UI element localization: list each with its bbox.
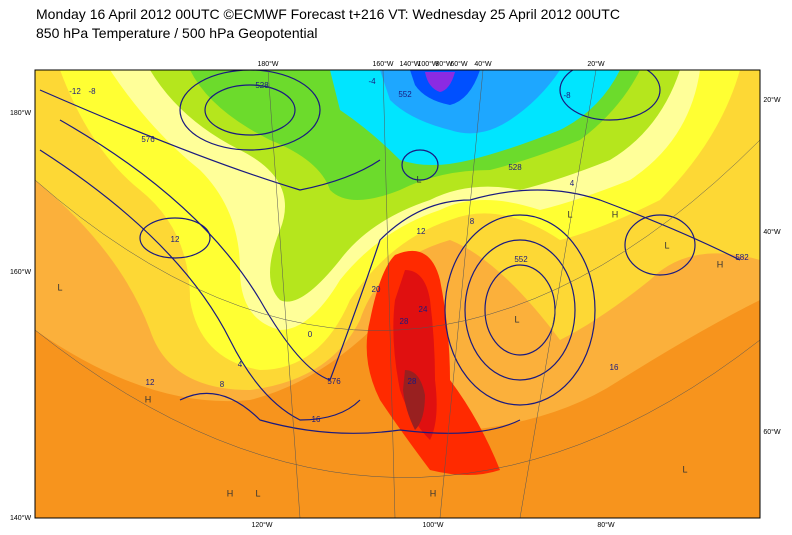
coordinate-label: 100°W: [417, 60, 438, 68]
coordinate-label: 120°W: [251, 521, 272, 529]
pressure-center: H: [717, 259, 724, 269]
pressure-center: L: [664, 240, 669, 250]
contour-label: 0: [308, 330, 313, 339]
contour-label: 16: [312, 415, 321, 424]
pressure-center: H: [612, 209, 619, 219]
coordinate-label: 160°W: [10, 268, 31, 276]
coordinate-label: 80°W: [435, 60, 453, 68]
contour-label: -8: [88, 87, 96, 96]
pressure-center: L: [682, 464, 687, 474]
coordinate-label: 140°W: [10, 514, 31, 522]
contour-label: 4: [570, 179, 575, 188]
contour-label: 12: [417, 227, 426, 236]
pressure-center: H: [227, 488, 234, 498]
geopotential-contours: [39, 70, 741, 434]
temperature-field: [35, 70, 760, 518]
contour-label: 24: [419, 305, 428, 314]
contour-label: 28: [400, 317, 409, 326]
contour-label: 4: [238, 360, 243, 369]
coordinate-label: 60°W: [763, 428, 781, 436]
pressure-center: L: [514, 314, 519, 324]
contour-label: 8: [220, 380, 225, 389]
pressure-center: H: [430, 488, 437, 498]
contour-label: 576: [327, 377, 341, 386]
coordinate-label: 100°W: [422, 521, 443, 529]
contour-label: 28: [408, 377, 417, 386]
contour-label: 582: [735, 253, 749, 262]
coordinate-label: 20°W: [587, 60, 605, 68]
coordinate-label: 160°W: [372, 60, 393, 68]
coordinate-label: 80°W: [597, 521, 615, 529]
title: Monday 16 April 2012 00UTC ©ECMWF Foreca…: [36, 6, 620, 22]
pressure-center: L: [255, 488, 260, 498]
pressure-center: L: [57, 282, 62, 292]
subtitle: 850 hPa Temperature / 500 hPa Geopotenti…: [36, 25, 318, 41]
pressure-center: H: [145, 394, 152, 404]
coordinate-label: 20°W: [763, 96, 781, 104]
contour-label: 528: [508, 163, 522, 172]
graticule: [35, 70, 760, 518]
coordinate-label: 60°W: [450, 60, 468, 68]
contour-label: -12: [69, 87, 81, 96]
contour-label: 576: [141, 135, 155, 144]
contour-label: 552: [514, 255, 528, 264]
contour-label: 528: [255, 81, 269, 90]
pressure-center: L: [567, 209, 572, 219]
contour-label: 16: [610, 363, 619, 372]
contour-label: 12: [146, 378, 155, 387]
contour-label: -4: [368, 77, 376, 86]
pressure-center: L: [416, 174, 421, 184]
coordinate-label: 180°W: [257, 60, 278, 68]
coordinate-label: 40°W: [474, 60, 492, 68]
contour-label: 552: [398, 90, 412, 99]
contour-label: -8: [563, 91, 571, 100]
map-frame: [34, 69, 761, 519]
contour-label: 12: [171, 235, 180, 244]
contour-label: 20: [372, 285, 381, 294]
contour-label: 8: [470, 217, 475, 226]
coordinate-label: 180°W: [10, 109, 31, 117]
coordinate-label: 140°W: [399, 60, 420, 68]
coordinate-label: 40°W: [763, 228, 781, 236]
